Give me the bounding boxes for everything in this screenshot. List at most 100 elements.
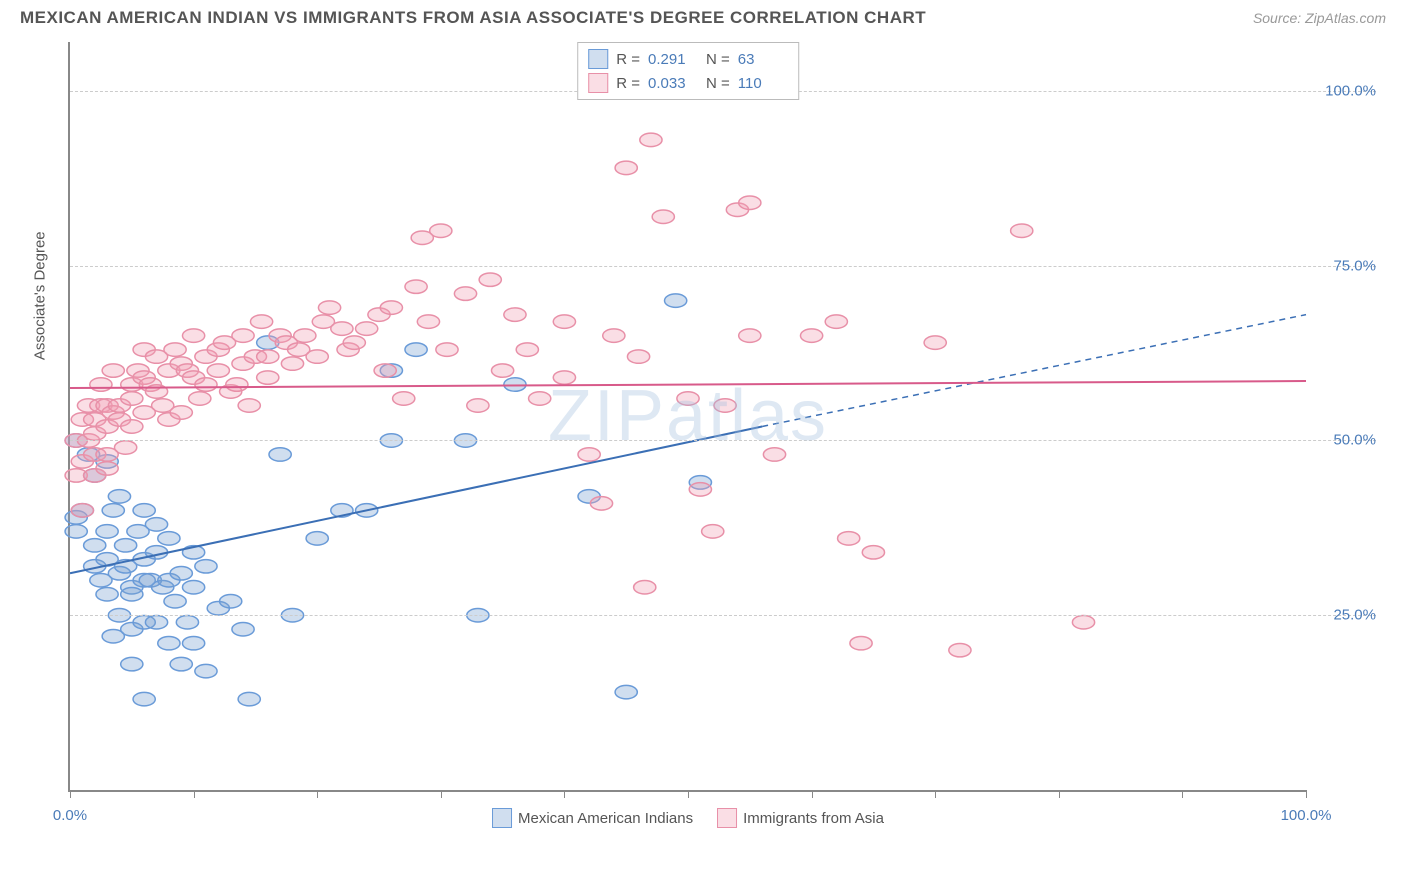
data-point — [207, 364, 229, 377]
data-point — [924, 336, 946, 349]
data-point — [590, 497, 612, 510]
data-point — [195, 560, 217, 573]
data-point — [71, 504, 93, 517]
data-point — [164, 595, 186, 608]
x-tick — [935, 790, 936, 798]
n-label: N = — [706, 51, 730, 68]
data-point — [96, 588, 118, 601]
x-tick-label: 100.0% — [1281, 807, 1332, 824]
n-value: 110 — [738, 75, 788, 92]
data-point — [380, 301, 402, 314]
gridline — [70, 440, 1376, 441]
data-point — [170, 657, 192, 670]
data-point — [553, 371, 575, 384]
gridline — [70, 615, 1376, 616]
legend-swatch-icon — [492, 808, 512, 828]
chart-title: MEXICAN AMERICAN INDIAN VS IMMIGRANTS FR… — [20, 8, 926, 28]
trend-line-extrapolated — [762, 315, 1306, 427]
x-tick — [1182, 790, 1183, 798]
source-attribution: Source: ZipAtlas.com — [1253, 10, 1386, 26]
y-tick-label: 100.0% — [1316, 82, 1376, 99]
data-point — [170, 406, 192, 419]
data-point — [306, 350, 328, 363]
data-point — [838, 532, 860, 545]
legend-series-label: Immigrants from Asia — [743, 810, 884, 827]
data-point — [343, 336, 365, 349]
data-point — [640, 133, 662, 146]
data-point — [800, 329, 822, 342]
data-point — [294, 329, 316, 342]
data-point — [108, 490, 130, 503]
data-point — [164, 343, 186, 356]
n-label: N = — [706, 75, 730, 92]
data-point — [182, 581, 204, 594]
trend-line — [70, 381, 1306, 388]
legend-swatch-icon — [717, 808, 737, 828]
data-point — [405, 343, 427, 356]
data-point — [652, 210, 674, 223]
r-value: 0.033 — [648, 75, 698, 92]
series-legend: Mexican American Indians Immigrants from … — [492, 808, 884, 828]
data-point — [257, 371, 279, 384]
data-point — [176, 615, 198, 628]
data-point — [195, 378, 217, 391]
data-point — [170, 567, 192, 580]
data-point — [677, 392, 699, 405]
data-point — [232, 622, 254, 635]
gridline — [70, 266, 1376, 267]
data-point — [763, 448, 785, 461]
data-point — [269, 448, 291, 461]
data-point — [454, 287, 476, 300]
data-point — [615, 685, 637, 698]
r-value: 0.291 — [648, 51, 698, 68]
y-tick-label: 25.0% — [1316, 607, 1376, 624]
data-point — [102, 504, 124, 517]
data-point — [1011, 224, 1033, 237]
trend-line — [70, 426, 762, 573]
data-point — [145, 615, 167, 628]
data-point — [615, 161, 637, 174]
data-point — [257, 350, 279, 363]
x-tick — [812, 790, 813, 798]
data-point — [627, 350, 649, 363]
x-tick — [441, 790, 442, 798]
data-point — [714, 399, 736, 412]
legend-series-label: Mexican American Indians — [518, 810, 693, 827]
x-tick — [688, 790, 689, 798]
data-point — [516, 343, 538, 356]
data-point — [862, 546, 884, 559]
data-point — [436, 343, 458, 356]
data-point — [121, 392, 143, 405]
data-point — [306, 532, 328, 545]
data-point — [195, 664, 217, 677]
data-point — [356, 322, 378, 335]
legend-stat-row: R = 0.291 N = 63 — [588, 47, 788, 71]
data-point — [739, 329, 761, 342]
data-point — [665, 294, 687, 307]
data-point — [189, 392, 211, 405]
data-point — [318, 301, 340, 314]
y-tick-label: 50.0% — [1316, 432, 1376, 449]
data-point — [504, 308, 526, 321]
data-point — [226, 378, 248, 391]
data-point — [232, 329, 254, 342]
correlation-legend: R = 0.291 N = 63R = 0.033 N = 110 — [577, 42, 799, 100]
n-value: 63 — [738, 51, 788, 68]
data-point — [281, 357, 303, 370]
data-point — [417, 315, 439, 328]
data-point — [145, 518, 167, 531]
x-tick — [1306, 790, 1307, 798]
x-tick-label: 0.0% — [53, 807, 87, 824]
data-point — [158, 636, 180, 649]
data-point — [121, 420, 143, 433]
data-point — [84, 539, 106, 552]
data-point — [250, 315, 272, 328]
r-label: R = — [616, 51, 640, 68]
data-point — [65, 525, 87, 538]
data-point — [491, 364, 513, 377]
data-point — [405, 280, 427, 293]
data-point — [114, 441, 136, 454]
data-point — [121, 657, 143, 670]
scatter-plot-svg — [70, 42, 1306, 790]
data-point — [133, 692, 155, 705]
